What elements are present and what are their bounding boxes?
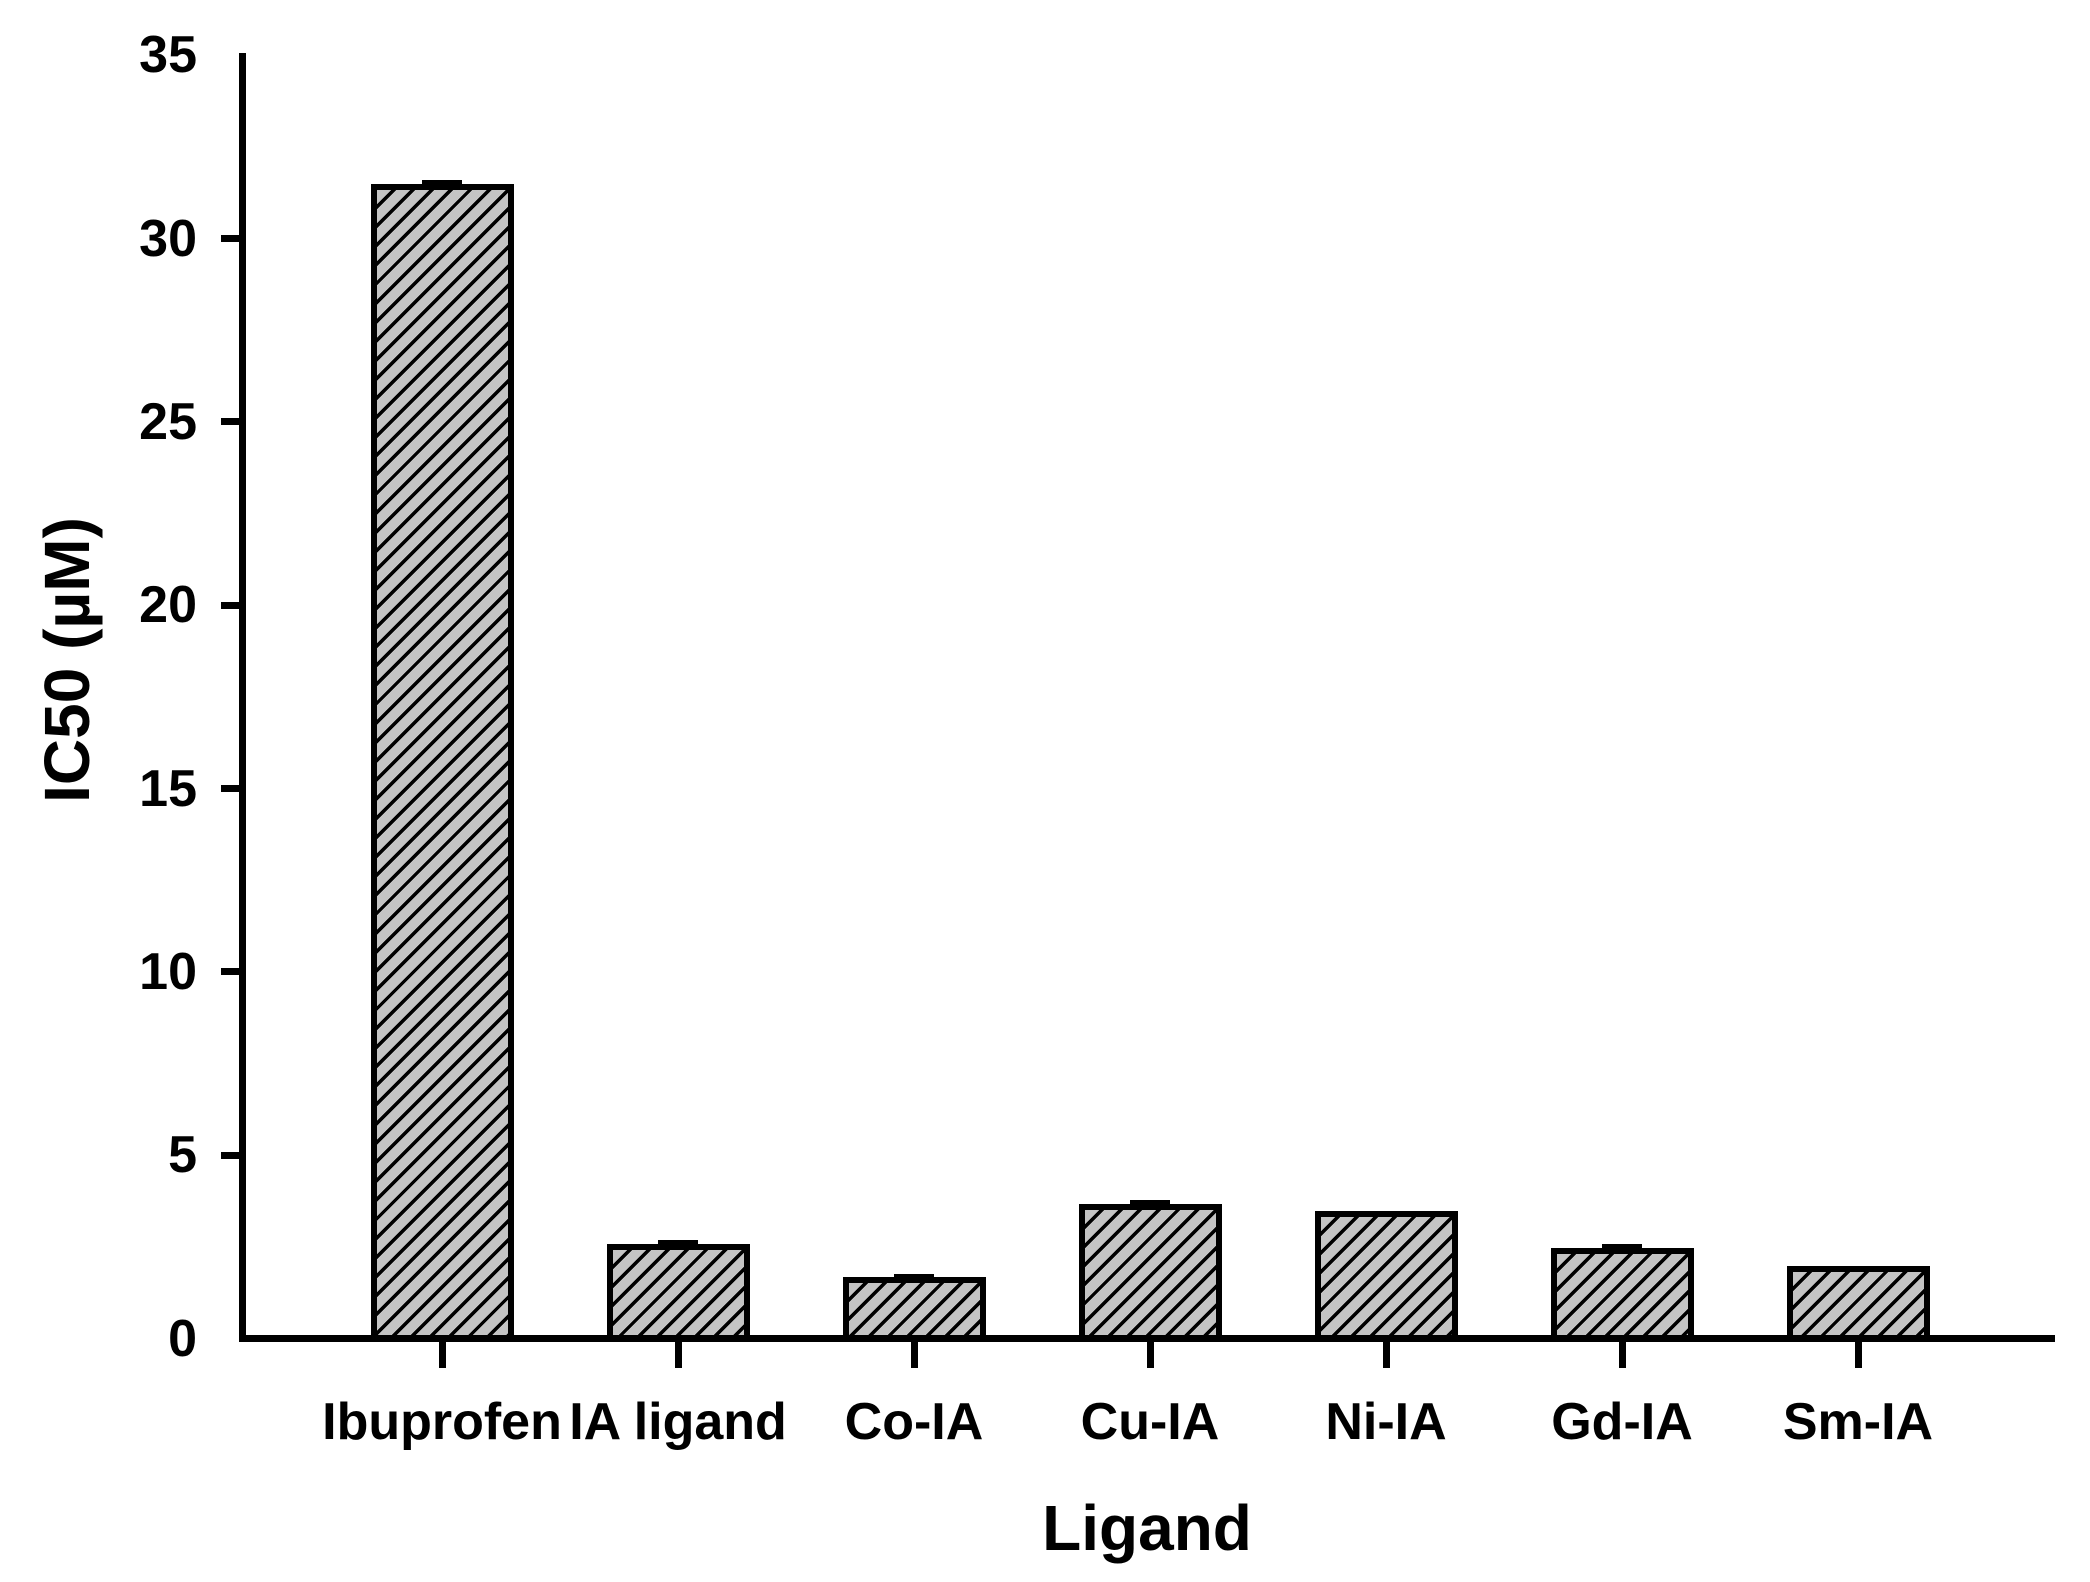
x-axis-tick xyxy=(1854,1342,1862,1368)
y-axis-tick-label: 10 xyxy=(139,942,197,1001)
x-axis-tick-label: Co-IA xyxy=(844,1393,984,1451)
y-axis-tick xyxy=(221,785,239,792)
x-axis-tick-label: IA ligand xyxy=(569,1393,787,1451)
y-axis-tick-label: 20 xyxy=(139,576,197,635)
y-axis-tick-label: 30 xyxy=(139,209,197,268)
x-axis-tick xyxy=(910,1342,918,1368)
bar xyxy=(1314,1210,1458,1341)
bar xyxy=(842,1276,986,1341)
bar xyxy=(1786,1265,1930,1341)
y-axis-tick-label: 5 xyxy=(168,1126,197,1185)
x-axis-tick-label: Ni-IA xyxy=(1325,1393,1447,1451)
x-axis-tick xyxy=(438,1342,446,1368)
error-bar-cap xyxy=(422,180,462,188)
y-axis-tick xyxy=(221,418,239,426)
x-axis-tick xyxy=(1382,1342,1390,1368)
y-axis-tick xyxy=(221,235,239,243)
bar xyxy=(1078,1203,1222,1341)
bar xyxy=(370,184,514,1341)
x-axis-tick-label: Sm-IA xyxy=(1782,1393,1934,1451)
y-axis-tick xyxy=(221,601,239,609)
y-axis-tick xyxy=(221,968,239,976)
bar xyxy=(606,1243,750,1341)
y-axis-tick-label: 35 xyxy=(139,26,197,85)
x-axis-tick xyxy=(1618,1342,1626,1368)
x-axis-tick xyxy=(674,1342,682,1368)
y-axis-tick-label: 0 xyxy=(168,1309,197,1368)
error-bar-cap xyxy=(1130,1200,1170,1208)
error-bar-cap xyxy=(658,1240,698,1248)
error-bar-cap xyxy=(894,1274,934,1282)
error-bar-cap xyxy=(1602,1244,1642,1252)
x-axis-tick-label: Gd-IA xyxy=(1551,1393,1693,1451)
y-axis-line xyxy=(239,53,246,1342)
x-axis-tick xyxy=(1146,1342,1154,1368)
bar xyxy=(1550,1247,1694,1341)
x-axis-title: Ligand xyxy=(1042,1492,1252,1564)
y-axis-tick-label: 25 xyxy=(139,392,197,451)
x-axis-tick-label: Cu-IA xyxy=(1080,1393,1220,1451)
y-axis-tick-label: 15 xyxy=(139,759,197,818)
y-axis-tick xyxy=(221,1151,239,1159)
x-axis-tick-label: Ibuprofen xyxy=(322,1393,562,1451)
